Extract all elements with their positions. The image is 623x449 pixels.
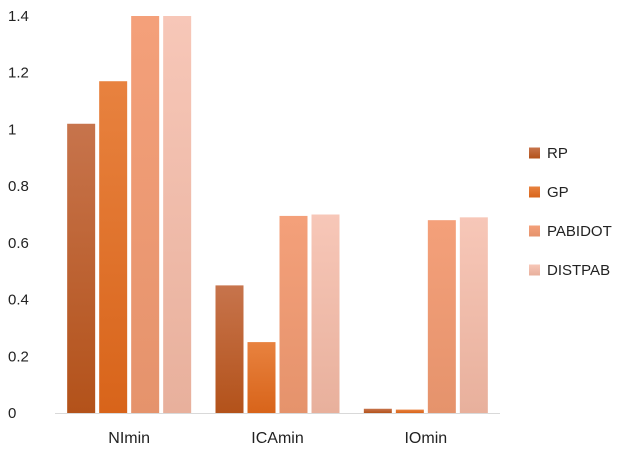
y-axis: 0 0.2 0.4 0.6 0.8 1 1.2 1.4	[8, 8, 29, 422]
x-tick-label: ICAmin	[251, 430, 303, 447]
legend-label-rp: RP	[547, 145, 568, 162]
legend-swatch-pabidot	[529, 225, 540, 237]
bar-pabidot-icamin	[279, 215, 308, 413]
y-tick-label: 1.4	[8, 8, 29, 25]
legend-swatch-gp	[529, 186, 540, 198]
legend-label-pabidot: PABIDOT	[547, 223, 612, 240]
legend-swatch-rp	[529, 147, 540, 159]
bar-pabidot-nimin	[131, 16, 160, 413]
y-tick-label: 0.6	[8, 235, 29, 252]
y-tick-label: 0.4	[8, 292, 29, 309]
x-tick-label: IOmin	[404, 430, 447, 447]
bar-gp-icamin	[247, 342, 276, 413]
bar-pabidot-iomin	[427, 220, 456, 413]
bar-distpab-icamin	[311, 214, 340, 413]
x-axis: NImin ICAmin IOmin	[108, 430, 447, 447]
bar-gp-nimin	[99, 81, 128, 413]
bar-distpab-iomin	[459, 217, 488, 413]
bar-gp-iomin	[395, 409, 424, 413]
legend: RP GP PABIDOT DISTPAB	[529, 145, 612, 279]
y-tick-label: 0	[8, 405, 16, 422]
bar-rp-iomin	[363, 408, 392, 413]
y-tick-label: 0.8	[8, 178, 29, 195]
bar-distpab-nimin	[163, 16, 192, 413]
y-tick-label: 1	[8, 121, 16, 138]
bars	[67, 16, 488, 413]
y-tick-label: 1.2	[8, 65, 29, 82]
bar-rp-icamin	[215, 285, 244, 413]
legend-label-distpab: DISTPAB	[547, 262, 610, 279]
x-tick-label: NImin	[108, 430, 150, 447]
y-tick-label: 0.2	[8, 348, 29, 365]
legend-swatch-distpab	[529, 264, 540, 276]
legend-label-gp: GP	[547, 184, 569, 201]
bar-rp-nimin	[67, 123, 96, 413]
